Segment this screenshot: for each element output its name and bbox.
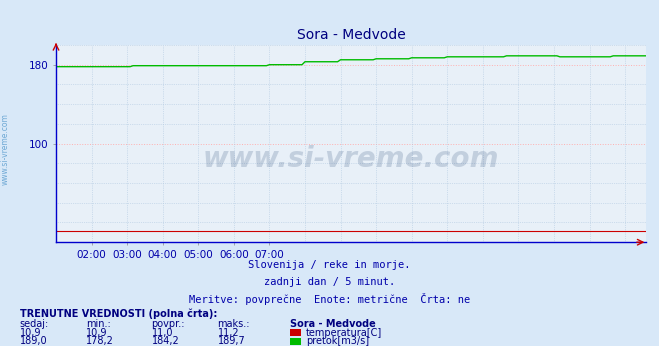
Text: zadnji dan / 5 minut.: zadnji dan / 5 minut.: [264, 277, 395, 288]
Text: 189,0: 189,0: [20, 336, 47, 346]
Text: 184,2: 184,2: [152, 336, 179, 346]
Text: 178,2: 178,2: [86, 336, 113, 346]
Text: Slovenija / reke in morje.: Slovenija / reke in morje.: [248, 260, 411, 270]
Text: 10,9: 10,9: [86, 328, 107, 338]
Text: Sora - Medvode: Sora - Medvode: [290, 319, 376, 329]
Text: 189,7: 189,7: [217, 336, 245, 346]
Text: pretok[m3/s]: pretok[m3/s]: [306, 336, 369, 346]
Title: Sora - Medvode: Sora - Medvode: [297, 28, 405, 43]
Text: povpr.:: povpr.:: [152, 319, 185, 329]
Text: www.si-vreme.com: www.si-vreme.com: [1, 113, 10, 185]
Text: 11,2: 11,2: [217, 328, 239, 338]
Text: 11,0: 11,0: [152, 328, 173, 338]
Text: min.:: min.:: [86, 319, 111, 329]
Text: 10,9: 10,9: [20, 328, 42, 338]
Text: www.si-vreme.com: www.si-vreme.com: [203, 145, 499, 173]
Text: TRENUTNE VREDNOSTI (polna črta):: TRENUTNE VREDNOSTI (polna črta):: [20, 308, 217, 319]
Text: sedaj:: sedaj:: [20, 319, 49, 329]
Text: temperatura[C]: temperatura[C]: [306, 328, 382, 338]
Text: maks.:: maks.:: [217, 319, 250, 329]
Text: Meritve: povprečne  Enote: metrične  Črta: ne: Meritve: povprečne Enote: metrične Črta:…: [189, 293, 470, 305]
